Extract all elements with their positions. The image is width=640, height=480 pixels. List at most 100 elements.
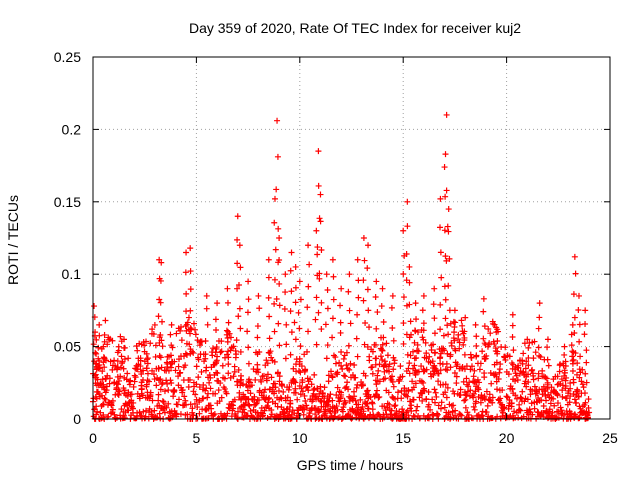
data-point [204, 321, 211, 328]
data-point [407, 352, 414, 359]
data-point [211, 410, 218, 417]
data-point [218, 348, 225, 355]
data-point [472, 321, 479, 328]
data-point [272, 400, 279, 407]
data-point [576, 374, 583, 381]
data-point [339, 414, 346, 421]
data-point [113, 414, 120, 421]
data-point [93, 411, 100, 418]
data-point [525, 362, 532, 369]
data-point [343, 362, 350, 369]
data-point [287, 400, 294, 407]
data-point [93, 388, 100, 395]
data-point [266, 335, 273, 342]
data-point [554, 400, 561, 407]
data-point [138, 368, 145, 375]
data-point [266, 313, 273, 320]
data-point [271, 276, 278, 283]
data-point [217, 349, 224, 356]
y-tick-label: 0.25 [54, 49, 81, 65]
data-point [100, 343, 107, 350]
data-point [555, 414, 562, 421]
data-point [462, 404, 469, 411]
data-point [346, 307, 353, 314]
data-point [265, 256, 272, 263]
data-point [549, 412, 556, 419]
data-point [181, 393, 188, 400]
data-point [537, 354, 544, 361]
data-point [245, 344, 252, 351]
data-point [187, 286, 194, 293]
data-point [118, 353, 125, 360]
data-point [187, 325, 194, 332]
data-point [461, 328, 468, 335]
data-point [187, 330, 194, 337]
data-point [443, 187, 450, 194]
data-point [431, 315, 438, 322]
data-point [420, 336, 427, 343]
data-point [221, 385, 228, 392]
data-point [240, 406, 247, 413]
data-point [314, 251, 321, 258]
data-point [121, 374, 128, 381]
data-point [271, 195, 278, 202]
data-point [561, 351, 568, 358]
data-point [158, 337, 165, 344]
data-point [143, 350, 150, 357]
data-point [375, 367, 382, 374]
data-point [100, 401, 107, 408]
data-point [359, 382, 366, 389]
data-point [570, 376, 577, 383]
data-point [468, 363, 475, 370]
data-point [494, 386, 501, 393]
data-point [161, 388, 168, 395]
data-point [156, 296, 163, 303]
data-point [190, 349, 197, 356]
data-point [389, 292, 396, 299]
data-point [456, 339, 463, 346]
data-point [172, 367, 179, 374]
data-point [406, 263, 413, 270]
data-point [161, 409, 168, 416]
data-point [493, 378, 500, 385]
data-point [103, 383, 110, 390]
data-point [447, 320, 454, 327]
data-point [261, 407, 268, 414]
data-point [582, 370, 589, 377]
data-point [224, 335, 231, 342]
data-point [102, 396, 109, 403]
data-point [102, 376, 109, 383]
data-point [530, 355, 537, 362]
data-point [305, 328, 312, 335]
data-point [304, 304, 311, 311]
data-point [236, 305, 243, 312]
data-point [354, 311, 361, 318]
data-point [369, 370, 376, 377]
data-point [196, 398, 203, 405]
data-point [299, 403, 306, 410]
data-point [128, 391, 135, 398]
data-point [175, 396, 182, 403]
data-point [559, 387, 566, 394]
data-point [364, 400, 371, 407]
data-point [190, 320, 197, 327]
data-point [523, 373, 530, 380]
data-point [513, 372, 520, 379]
data-point [492, 371, 499, 378]
data-point [234, 414, 241, 421]
data-point [453, 373, 460, 380]
data-point [117, 333, 124, 340]
data-point [576, 321, 583, 328]
data-point [493, 329, 500, 336]
data-point [282, 355, 289, 362]
data-point [388, 304, 395, 311]
data-point [152, 353, 159, 360]
data-point [437, 249, 444, 256]
data-point [238, 395, 245, 402]
data-point [527, 391, 534, 398]
data-point [175, 363, 182, 370]
data-point [355, 294, 362, 301]
data-point [351, 393, 358, 400]
data-point [150, 371, 157, 378]
data-point [365, 307, 372, 314]
